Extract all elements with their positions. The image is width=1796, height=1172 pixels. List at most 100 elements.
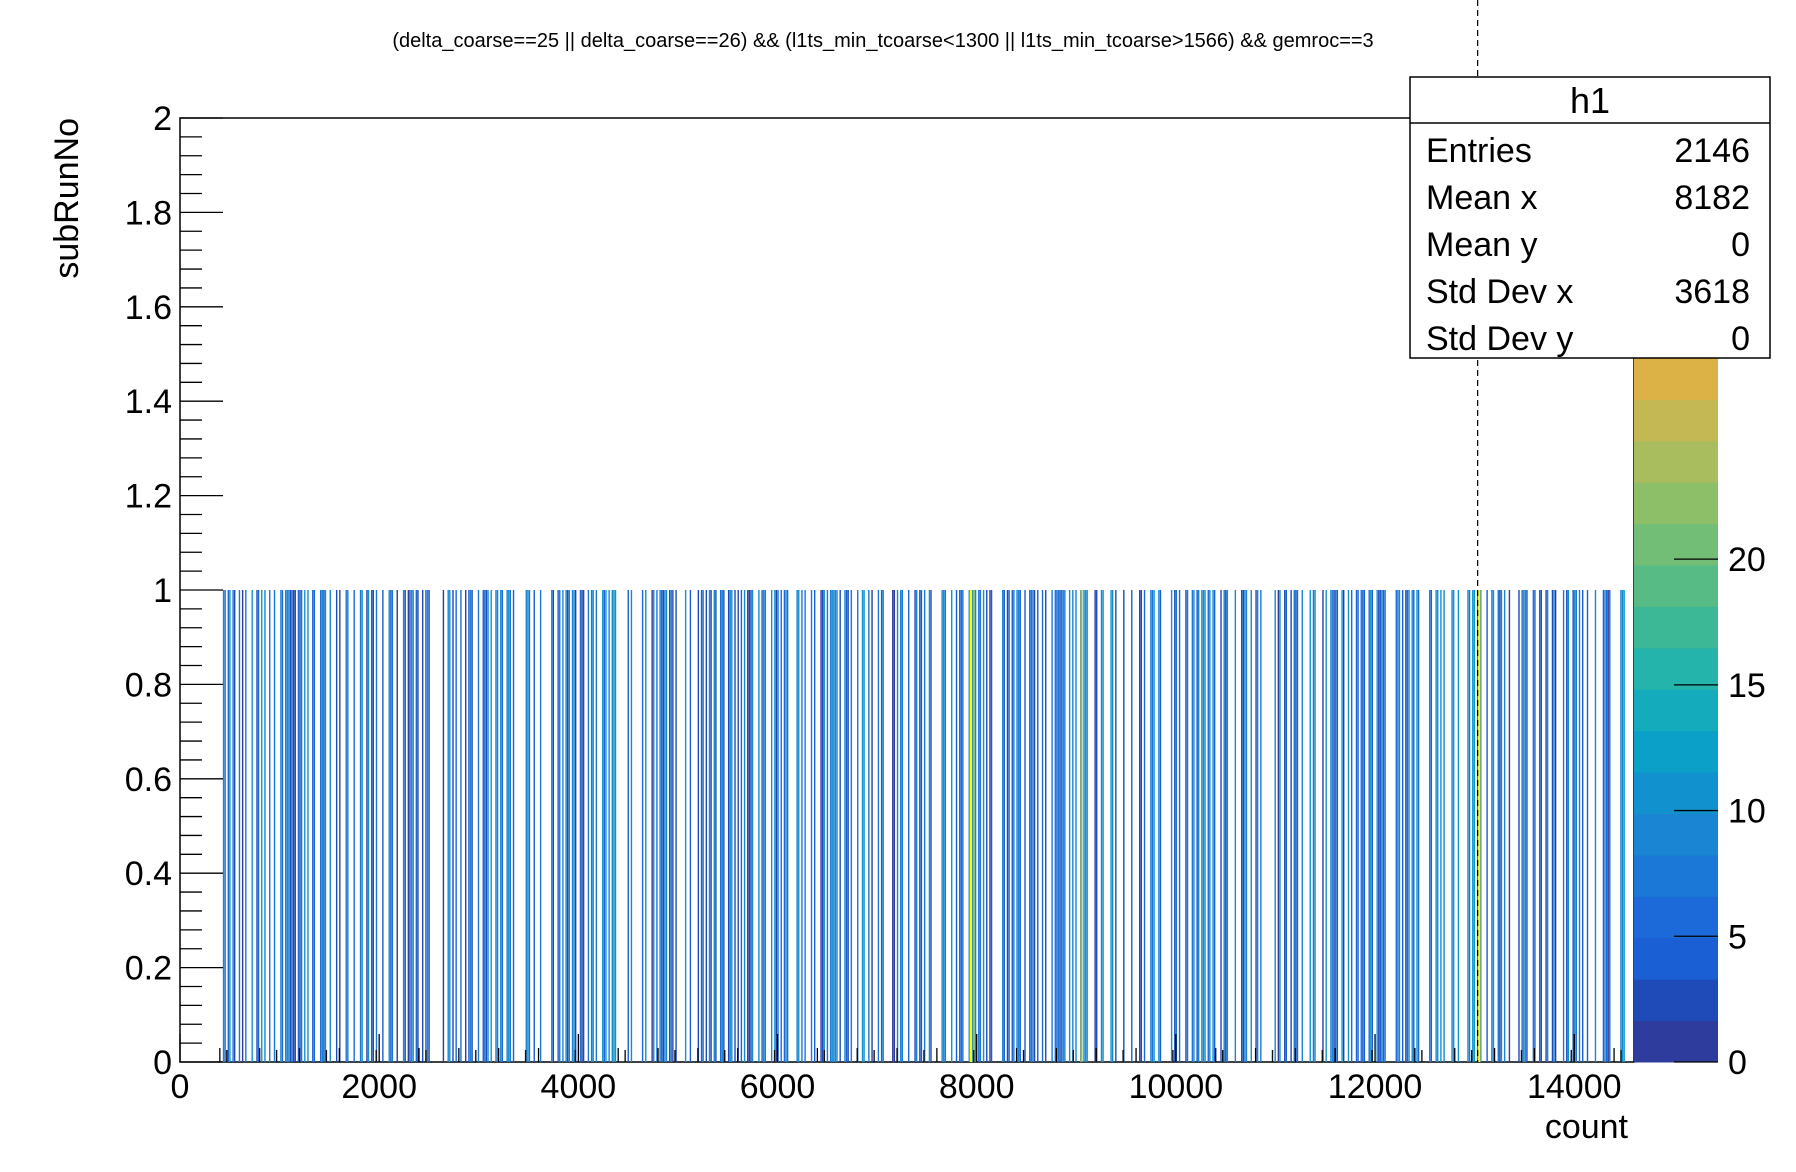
histogram-bin xyxy=(415,590,418,1062)
histogram-bin xyxy=(501,590,504,1062)
color-scale-tick-label: 15 xyxy=(1728,667,1766,705)
histogram-bin xyxy=(960,590,962,1062)
histogram-bin xyxy=(882,590,884,1062)
histogram-bin xyxy=(1115,590,1117,1062)
histogram-bin xyxy=(592,590,594,1062)
histogram-bin xyxy=(923,590,926,1062)
histogram-bin xyxy=(602,590,604,1062)
histogram-bin xyxy=(1413,590,1415,1062)
histogram-bin xyxy=(1605,590,1608,1062)
histogram-bin xyxy=(1503,590,1506,1062)
histogram-bin xyxy=(1312,590,1315,1062)
histogram-bin xyxy=(313,590,316,1062)
histogram-bin xyxy=(345,590,347,1062)
histogram-bin xyxy=(697,590,700,1062)
stats-row-label: Mean x xyxy=(1426,179,1538,217)
histogram-bin xyxy=(261,590,263,1062)
histogram-bin xyxy=(294,590,296,1062)
histogram-bin xyxy=(877,590,880,1062)
histogram-bin xyxy=(1553,590,1555,1062)
histogram-bin xyxy=(727,590,730,1062)
histogram-bin xyxy=(581,590,583,1062)
histogram-bin xyxy=(974,590,977,1062)
histogram-bin xyxy=(1534,590,1536,1062)
histogram-bin xyxy=(1566,590,1568,1062)
histogram-bin xyxy=(651,590,653,1062)
histogram-bin xyxy=(990,590,993,1062)
color-scale-step xyxy=(1634,1020,1718,1063)
histogram-bin xyxy=(661,590,663,1062)
histogram-bin xyxy=(844,590,846,1062)
color-scale-axis: 0 5 10 15 20 xyxy=(1674,541,1766,1082)
histogram-bin xyxy=(1435,590,1437,1062)
histogram-bin xyxy=(863,590,865,1062)
histogram-bin xyxy=(1003,590,1005,1062)
histogram-bin xyxy=(880,590,883,1062)
histogram-bin xyxy=(1279,590,1281,1062)
histogram-bin xyxy=(731,590,733,1062)
histogram-bin xyxy=(664,590,666,1062)
histogram-bin xyxy=(568,590,570,1062)
histogram-bin xyxy=(1051,590,1053,1062)
histogram-bin xyxy=(528,590,531,1062)
histogram-bin xyxy=(495,590,497,1062)
y-tick-label: 0.2 xyxy=(125,950,172,988)
histogram-bin xyxy=(1623,590,1625,1062)
histogram-bin xyxy=(614,590,617,1062)
y-tick-label: 1.2 xyxy=(125,478,172,516)
histogram-bin xyxy=(366,590,368,1062)
histogram-bin xyxy=(496,590,499,1062)
x-tick-label: 8000 xyxy=(939,1068,1015,1106)
histogram-bin xyxy=(1355,590,1358,1062)
histogram-bin xyxy=(1381,590,1383,1062)
histogram-bin xyxy=(1202,590,1205,1062)
histogram-bin xyxy=(1241,590,1243,1062)
x-tick-label: 10000 xyxy=(1129,1068,1224,1106)
histogram-bin xyxy=(747,590,749,1062)
histogram-bin xyxy=(1260,590,1262,1062)
histogram-bin xyxy=(943,590,945,1062)
stats-row-label: Std Dev y xyxy=(1426,320,1573,358)
histogram-bin xyxy=(1225,590,1227,1062)
histogram-bin xyxy=(689,590,692,1062)
histogram-bin xyxy=(339,590,341,1062)
histogram-bin xyxy=(347,590,349,1062)
histogram-bin xyxy=(508,590,510,1062)
histogram-bin xyxy=(914,590,916,1062)
histogram-bin xyxy=(1545,590,1547,1062)
histogram-bin xyxy=(1083,590,1085,1062)
histogram-bin xyxy=(455,590,457,1062)
color-scale-step xyxy=(1634,482,1718,525)
histogram-bin xyxy=(831,590,833,1062)
histogram-bin xyxy=(944,590,947,1062)
histogram-bin xyxy=(715,590,717,1062)
histogram-bin xyxy=(1538,590,1541,1062)
histogram-bin xyxy=(796,590,798,1062)
histogram-bin xyxy=(1293,590,1295,1062)
histogram-bin xyxy=(264,590,266,1062)
histogram-bin xyxy=(813,590,816,1062)
histogram-bin xyxy=(1309,590,1311,1062)
histogram-bin xyxy=(1191,590,1194,1062)
histogram-bin xyxy=(826,590,829,1062)
histogram-bin xyxy=(1150,590,1152,1062)
color-scale-step xyxy=(1634,772,1718,815)
histogram-bin xyxy=(1508,590,1511,1062)
color-scale-step xyxy=(1634,606,1718,649)
histogram-bin xyxy=(978,590,980,1062)
histogram-bin xyxy=(562,590,564,1062)
histogram-bin xyxy=(1201,590,1203,1062)
histogram-bin xyxy=(238,590,241,1062)
histogram-bin xyxy=(900,590,902,1062)
histogram-bin xyxy=(1075,590,1077,1062)
histogram-bin xyxy=(847,590,849,1062)
histogram-bin xyxy=(823,590,825,1062)
histogram-bin xyxy=(1500,590,1503,1062)
histogram-bin xyxy=(1468,590,1471,1062)
histogram-bin xyxy=(627,590,629,1062)
histogram-bin xyxy=(1285,590,1288,1062)
y-tick-label: 1 xyxy=(153,572,172,610)
histogram-bin xyxy=(1151,590,1154,1062)
histogram-bin xyxy=(968,590,970,1062)
histogram-bin xyxy=(300,590,303,1062)
